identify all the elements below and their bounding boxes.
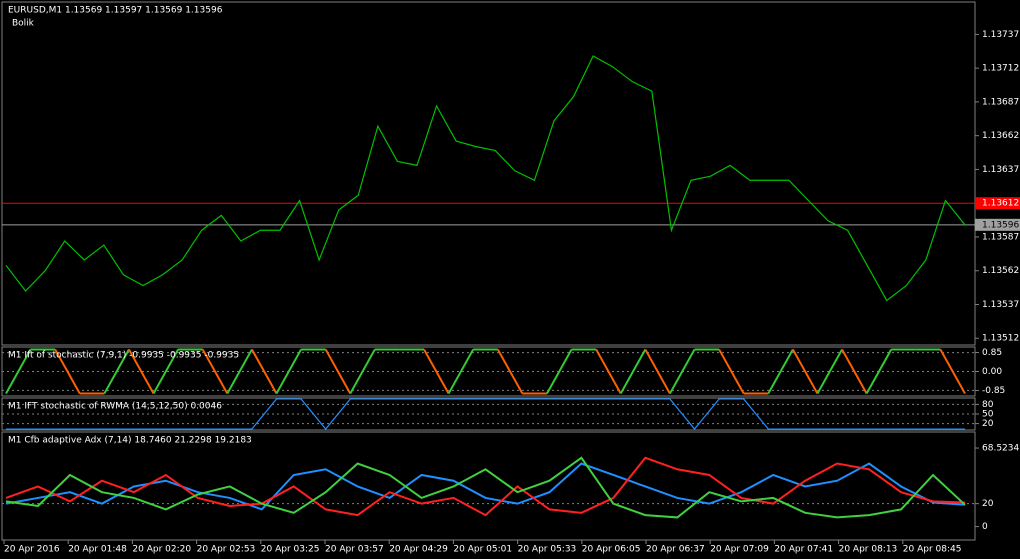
y-tick-label: 1.13512 (982, 334, 1019, 344)
series-line (6, 398, 965, 430)
y-tick-label: 1.13712 (982, 64, 1019, 74)
price-label: 1.13612 (982, 199, 1019, 209)
y-tick-label: 1.13737 (982, 30, 1019, 40)
indicator-segment (767, 348, 794, 395)
indicator-segment (5, 348, 32, 395)
pane-title: M1 Ift of stochastic (7,9,1) -0.9935 -0.… (8, 351, 239, 361)
pane-title: M1 IFT stochastic of RWMA (14,5,12,50) 0… (8, 402, 222, 412)
y-tick-label: 20 (982, 499, 994, 509)
indicator-segment (251, 348, 278, 395)
pane-frame (1, 1, 976, 346)
y-tick-label: 20 (982, 419, 994, 429)
indicator-segment (939, 348, 966, 395)
time-label: 20 Apr 06:37 (646, 545, 705, 555)
time-label: 20 Apr 07:41 (774, 545, 833, 555)
time-label: 20 Apr 01:48 (68, 545, 127, 555)
indicator-segment (201, 348, 229, 395)
price-label-box (975, 197, 1020, 210)
indicator-segment (595, 348, 622, 395)
indicator-segment (841, 348, 868, 395)
price-label: 1.13596 (982, 220, 1019, 230)
indicator-segment (103, 348, 130, 395)
pane-frame (1, 431, 976, 541)
indicator-segment (128, 348, 155, 395)
indicator-segment (644, 348, 671, 395)
indicator-segment (816, 348, 843, 395)
y-tick-label: 1.13562 (982, 266, 1019, 276)
indicator-segment (791, 348, 819, 395)
series-line (5, 462, 966, 511)
indicator-segment (275, 348, 302, 395)
y-tick-label: 68.5234 (982, 444, 1019, 454)
pane-title: M1 Cfb adaptive Adx (7,14) 18.7460 21.22… (8, 436, 252, 446)
y-tick-label: 1.13537 (982, 300, 1019, 310)
indicator-segment (349, 348, 376, 395)
time-label: 20 Apr 02:53 (197, 545, 256, 555)
indicator-segment (423, 348, 450, 395)
y-tick-label: 0 (982, 522, 988, 532)
time-label: 20 Apr 08:45 (903, 545, 962, 555)
time-label: 20 Apr 02:20 (132, 545, 191, 555)
indicator-segment (496, 348, 524, 395)
time-label: 20 Apr 04:29 (389, 545, 448, 555)
pane-subtitle: Bolik (12, 19, 35, 29)
indicator-segment (546, 348, 573, 395)
time-label: 20 Apr 07:09 (710, 545, 769, 555)
time-label: 20 Apr 06:05 (582, 545, 641, 555)
indicator-segment (619, 348, 647, 395)
time-label: 20 Apr 05:33 (518, 545, 577, 555)
y-tick-label: 50 (982, 410, 994, 420)
y-tick-label: 80 (982, 400, 994, 410)
indicator-segment (152, 348, 180, 395)
indicator-segment (669, 348, 696, 395)
y-tick-label: 1.13687 (982, 97, 1019, 107)
price-label-box (975, 218, 1020, 231)
y-tick-label: 0.00 (982, 367, 1002, 377)
y-tick-label: 1.13637 (982, 165, 1019, 175)
indicator-segment (718, 348, 745, 395)
time-label: 20 Apr 08:13 (839, 545, 898, 555)
series-line (5, 456, 966, 517)
time-label: 20 Apr 03:25 (261, 545, 320, 555)
series-line (5, 55, 966, 302)
series-line (5, 456, 966, 519)
indicator-segment (226, 348, 253, 395)
time-label: 20 Apr 03:57 (325, 545, 384, 555)
indicator-segment (324, 348, 352, 395)
time-label: 20 Apr 05:01 (453, 545, 512, 555)
time-label: 20 Apr 2016 (4, 545, 60, 555)
indicator-segment (865, 348, 893, 395)
y-tick-label: 1.13662 (982, 131, 1019, 141)
indicator-segment (54, 348, 81, 395)
y-tick-label: 0.85 (982, 348, 1002, 358)
y-tick-label: 1.13587 (982, 232, 1019, 242)
pane-title: EURUSD,M1 1.13569 1.13597 1.13569 1.1359… (8, 6, 223, 16)
indicator-segment (447, 348, 475, 395)
y-tick-label: -0.85 (982, 386, 1005, 396)
